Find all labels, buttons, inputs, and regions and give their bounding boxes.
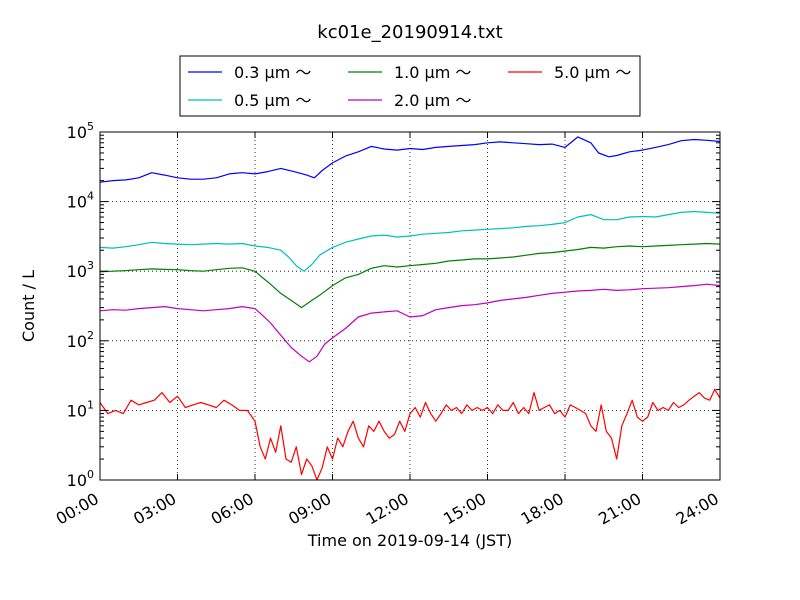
grid (100, 132, 720, 480)
y-tick-label: 103 (67, 259, 94, 281)
x-tick-label: 15:00 (440, 489, 489, 529)
x-tick-label: 03:00 (130, 489, 179, 529)
legend: 0.3 μm ～ 0.5 μm ～ 1.0 μm ～ 2.0 μm ～ 5.0 μm ～ (179, 55, 641, 117)
x-axis-label: Time on 2019-09-14 (JST) (307, 531, 512, 550)
chart-title: kc01e_20190914.txt (317, 22, 502, 43)
legend-label-3: 1.0 μm ～ (394, 63, 471, 82)
legend-label-1: 0.3 μm ～ (234, 63, 311, 82)
legend-label-5: 5.0 μm ～ (554, 63, 631, 82)
x-tick-label: 00:00 (53, 489, 102, 529)
y-axis-label: Count / L (19, 270, 38, 342)
series-line-5 (100, 388, 720, 480)
y-tick-label: 101 (67, 398, 94, 420)
x-tick-label: 12:00 (363, 489, 412, 529)
legend-label-4: 2.0 μm ～ (394, 91, 471, 110)
series-line-4 (100, 283, 720, 363)
series-lines (100, 136, 720, 480)
y-tick-label: 100 (67, 468, 94, 490)
legend-box (179, 55, 641, 117)
x-tick-label: 21:00 (595, 489, 644, 529)
x-tick-label: 09:00 (285, 489, 334, 529)
series-line-3 (100, 242, 720, 309)
series-line-2 (100, 210, 720, 272)
y-tick-label: 104 (67, 190, 94, 212)
y-tick-label: 105 (67, 120, 94, 142)
x-tick-label: 18:00 (518, 489, 567, 529)
y-tick-label: 102 (67, 329, 94, 351)
x-tick-label: 24:00 (673, 489, 722, 529)
x-tick-label: 06:00 (208, 489, 257, 529)
legend-label-2: 0.5 μm ～ (234, 91, 311, 110)
axis-ticks: 00:00 03:00 06:00 09:00 12:00 15:00 18:00 21:00… (53, 120, 722, 529)
series-line-1 (100, 136, 720, 183)
